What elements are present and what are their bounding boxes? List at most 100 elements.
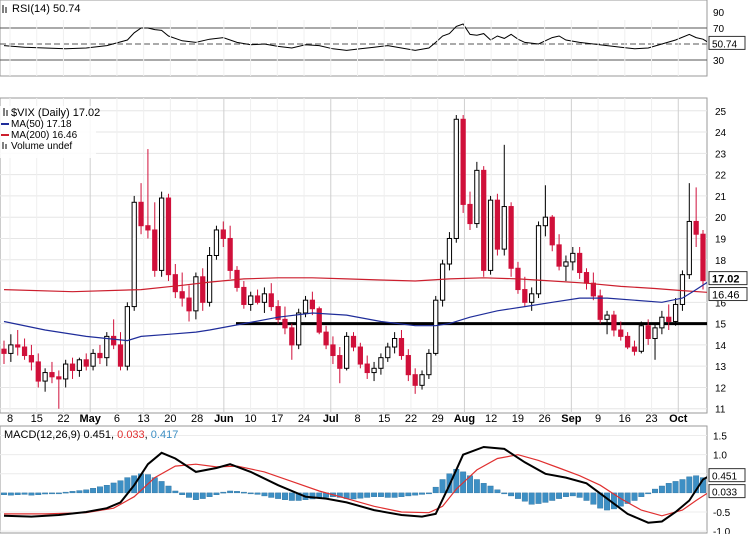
macd-histogram-bar <box>220 491 227 494</box>
candle-down <box>494 199 501 250</box>
candle-down <box>508 206 514 269</box>
macd-histogram-bar <box>645 492 652 495</box>
macd-histogram-bar <box>432 486 439 494</box>
macd-label-signal: 0.033 <box>117 429 145 441</box>
macd-panel-frame <box>0 425 708 534</box>
macd-histogram-bar <box>357 492 364 499</box>
candle-up <box>124 306 130 367</box>
macd-histogram-bar <box>501 492 508 495</box>
macd-histogram-bar <box>583 492 590 501</box>
price-tick-label: 23 <box>715 149 727 160</box>
macd-histogram-bar <box>384 492 391 498</box>
macd-histogram-bar <box>391 492 398 498</box>
macd-histogram-bar <box>35 492 42 495</box>
candle-up <box>296 312 302 346</box>
x-axis-label: 22 <box>405 413 417 425</box>
macd-histogram-bar <box>55 492 62 495</box>
macd-label-prefix: MACD(12,26,9) <box>4 429 80 441</box>
price-tick-label: 13 <box>715 362 727 373</box>
candle-up <box>131 201 137 308</box>
candle-down <box>316 308 322 333</box>
candle-up <box>213 229 220 256</box>
macd-histogram-bar <box>268 492 275 498</box>
macd-histogram-bar <box>14 492 21 495</box>
macd-histogram-bar <box>425 492 432 495</box>
macd-histogram-bar <box>563 492 569 497</box>
macd-histogram-bar <box>652 488 658 494</box>
candle-up <box>535 225 542 295</box>
candle-up <box>248 295 254 305</box>
candle-up <box>385 346 391 359</box>
macd-histogram-bar <box>83 489 90 494</box>
legend-bar-marker <box>2 142 4 149</box>
candle-down <box>227 237 233 271</box>
macd-histogram-bar <box>569 492 576 497</box>
candle-up <box>371 367 377 374</box>
candle-up <box>302 299 309 314</box>
macd-histogram-bar <box>117 480 124 494</box>
price-badge <box>708 287 748 302</box>
macd-histogram-bar <box>275 492 282 499</box>
x-axis-label: 28 <box>191 413 203 425</box>
macd-histogram-bar <box>658 485 665 494</box>
x-axis-label: Aug <box>454 413 475 425</box>
macd-histogram-bar <box>1 492 7 495</box>
candle-up <box>487 199 494 271</box>
candle-down <box>117 344 124 367</box>
candle-up <box>104 335 110 359</box>
macd-histogram-bar <box>549 492 556 501</box>
candle-down <box>460 118 466 205</box>
ma200-line <box>3 277 707 293</box>
legend-entry: MA(50) 17.18 <box>11 119 72 130</box>
legend-box <box>0 106 96 158</box>
price-tick-label: 15 <box>715 320 727 331</box>
candle-down <box>15 344 21 348</box>
macd-histogram-bar <box>213 492 220 495</box>
price-badge-text: 16.46 <box>712 290 740 302</box>
candle-up <box>542 216 549 227</box>
candle-up <box>529 293 535 303</box>
macd-histogram-bar <box>309 492 316 500</box>
macd-histogram-bar <box>49 492 55 495</box>
candle-down <box>611 314 617 331</box>
candle-down <box>35 361 41 382</box>
macd-histogram-bar <box>480 483 487 494</box>
macd-histogram-bar <box>7 492 14 496</box>
candle-up <box>63 363 69 380</box>
candle-down <box>186 297 192 312</box>
x-axis-label: 24 <box>298 413 310 425</box>
candle-down <box>83 359 89 367</box>
candle-up <box>638 325 644 352</box>
candle-up <box>158 197 165 271</box>
macd-histogram-bar <box>576 492 583 498</box>
macd-histogram-bar <box>405 492 412 497</box>
candle-up <box>652 327 658 340</box>
macd-histogram-bar <box>288 492 295 501</box>
candle-up <box>501 206 507 250</box>
macd-badge-text: 0.451 <box>712 472 737 483</box>
legend-bar-marker <box>5 144 7 149</box>
price-tick-label: 18 <box>715 256 727 267</box>
candle-up <box>474 169 480 225</box>
macd-histogram-bar <box>350 492 357 500</box>
macd-histogram-bar <box>96 486 103 494</box>
price-panel-frame <box>0 97 708 414</box>
macd-histogram-bar <box>556 492 563 499</box>
candle-down <box>467 203 473 225</box>
macd-histogram-bar <box>419 492 425 495</box>
rsi-badge-text: 50.74 <box>712 39 737 50</box>
candle-down <box>364 363 370 374</box>
x-axis-label: 16 <box>619 413 631 425</box>
macd-histogram-bar <box>261 492 268 497</box>
macd-histogram-bar <box>364 492 371 498</box>
macd-histogram-bar <box>535 492 542 504</box>
macd-histogram-bar <box>227 490 234 494</box>
price-badge <box>708 271 748 286</box>
macd-histogram-bar <box>638 492 645 497</box>
candle-down <box>268 293 274 308</box>
candle-down <box>49 372 55 378</box>
candle-down <box>556 244 562 267</box>
rsi-panel: 9070503050.74 RSI(14) 50.74 <box>0 0 746 77</box>
legend-entry: $VIX (Daily) 17.02 <box>11 107 100 119</box>
candle-down <box>309 299 316 310</box>
